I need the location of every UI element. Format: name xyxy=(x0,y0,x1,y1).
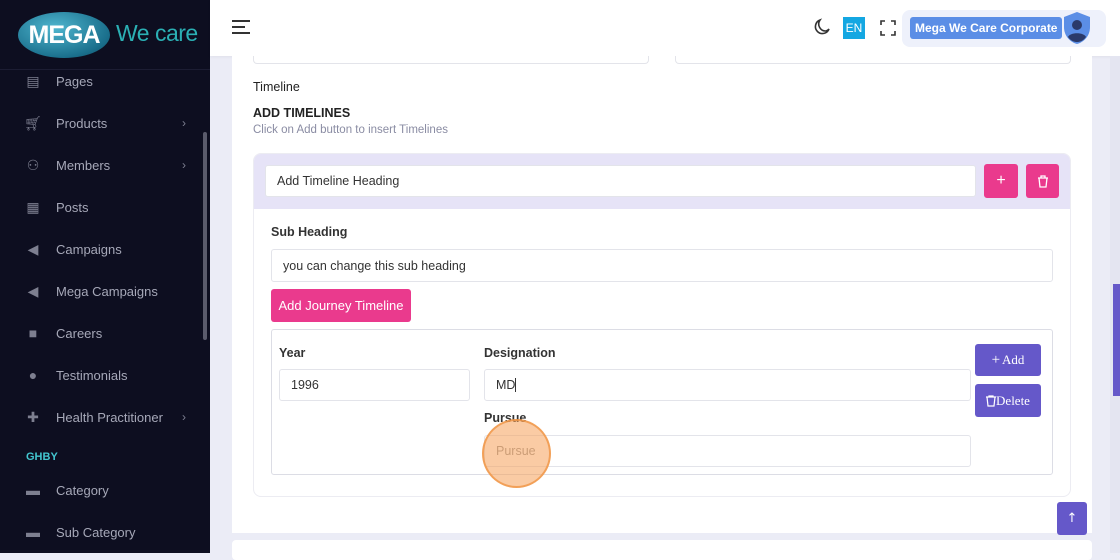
designation-value: MD xyxy=(496,378,516,392)
logo-text: We care xyxy=(116,20,198,46)
prev-field-left xyxy=(253,56,649,64)
sidebar-item-label: Testimonials xyxy=(56,367,128,383)
chevron-right-icon: › xyxy=(182,116,186,130)
journey-entry-box xyxy=(271,329,1053,475)
briefcase-icon: ■ xyxy=(28,325,38,341)
sidebar-item-label: Careers xyxy=(56,325,103,341)
sidebar-scrollbar[interactable] xyxy=(203,132,207,340)
click-indicator xyxy=(482,419,551,488)
sidebar-item-label: Members xyxy=(56,157,111,173)
delete-entry-button[interactable]: Delete xyxy=(975,384,1041,417)
cart-icon: 🛒︎ xyxy=(24,115,42,131)
language-button[interactable]: EN xyxy=(843,17,865,39)
designation-input[interactable]: MD xyxy=(484,369,971,401)
page-title: ADD TIMELINES xyxy=(253,106,351,120)
add-timeline-button[interactable]: + xyxy=(984,164,1018,198)
next-card xyxy=(232,540,1092,560)
sidebar-item-label: Category xyxy=(56,482,109,498)
page-scrollbar-thumb[interactable] xyxy=(1113,284,1120,396)
sidebar-item-members[interactable]: ⚇ Members › xyxy=(0,150,200,180)
sidebar-item-label: Sub Category xyxy=(56,524,136,540)
designation-label: Designation xyxy=(484,346,556,360)
sub-heading-label: Sub Heading xyxy=(271,225,348,239)
dark-mode-moon-icon[interactable] xyxy=(812,17,832,37)
sidebar-item-testimonials[interactable]: ● Testimonials xyxy=(0,360,200,390)
year-input[interactable]: 1996 xyxy=(279,369,470,401)
sidebar-item-label: Posts xyxy=(56,199,89,215)
sidebar-section-ghby: GHBY xyxy=(26,451,58,463)
layout-icon: ▤ xyxy=(26,73,40,89)
sidebar-item-sub-category[interactable]: ▬ Sub Category xyxy=(0,517,200,547)
user-shield-avatar-icon[interactable] xyxy=(1063,11,1091,50)
list-icon: ▬ xyxy=(26,482,40,498)
hint-text: Click on Add button to insert Timelines xyxy=(253,124,448,136)
sidebar: MEGA We care ▤ Pages 🛒︎ Products › ⚇ Members › ▦… xyxy=(0,0,210,553)
pursue-input[interactable]: Pursue xyxy=(484,435,971,467)
newspaper-icon: ▦ xyxy=(26,199,40,215)
users-icon: ⚇ xyxy=(26,157,40,173)
delete-timeline-button[interactable] xyxy=(1026,164,1059,198)
sidebar-item-mega-campaigns[interactable]: ◀ Mega Campaigns xyxy=(0,276,200,306)
sidebar-item-category[interactable]: ▬ Category xyxy=(0,475,200,505)
add-journey-timeline-button[interactable]: Add Journey Timeline xyxy=(271,289,411,322)
user-name-badge: Mega We Care Corporate xyxy=(910,17,1063,39)
fullscreen-icon[interactable] xyxy=(880,20,896,36)
sidebar-item-careers[interactable]: ■ Careers xyxy=(0,318,200,348)
year-label: Year xyxy=(279,346,306,360)
sidebar-item-label: Health Practitioner xyxy=(56,409,163,425)
megaphone-icon: ◀ xyxy=(27,283,39,299)
menu-toggle-icon[interactable] xyxy=(232,20,250,34)
sidebar-item-products[interactable]: 🛒︎ Products › xyxy=(0,108,200,138)
sidebar-item-label: Pages xyxy=(56,73,93,89)
timeline-heading-input[interactable]: Add Timeline Heading xyxy=(265,165,976,197)
chevron-right-icon: › xyxy=(182,410,186,424)
sidebar-item-posts[interactable]: ▦ Posts xyxy=(0,192,200,222)
sidebar-item-health-practitioner[interactable]: ✚ Health Practitioner › xyxy=(0,402,200,432)
add-label: Add xyxy=(1002,352,1025,367)
sidebar-item-campaigns[interactable]: ◀ Campaigns xyxy=(0,234,200,264)
trash-icon xyxy=(986,394,997,407)
delete-label: Delete xyxy=(996,392,1030,408)
megaphone-icon: ◀ xyxy=(27,241,39,257)
add-entry-button[interactable]: + Add xyxy=(975,344,1041,376)
prev-field-right xyxy=(675,56,1071,64)
trash-icon xyxy=(1037,174,1048,188)
sidebar-item-label: Campaigns xyxy=(56,241,122,257)
chevron-right-icon: › xyxy=(182,158,186,172)
top-header: EN Mega We Care Corporate xyxy=(210,0,1120,56)
scroll-to-top-button[interactable]: ↑ xyxy=(1057,502,1087,535)
chat-icon: ● xyxy=(28,367,38,383)
sub-heading-input[interactable]: you can change this sub heading xyxy=(271,249,1053,282)
divider xyxy=(0,69,210,70)
sidebar-item-label: Mega Campaigns xyxy=(56,283,158,299)
sidebar-item-label: Products xyxy=(56,115,108,131)
sidebar-item-pages[interactable]: ▤ Pages xyxy=(0,66,200,96)
list-icon: ▬ xyxy=(26,524,40,540)
section-label: Timeline xyxy=(253,80,300,94)
medkit-icon: ✚ xyxy=(27,409,39,425)
logo[interactable]: MEGA xyxy=(18,12,110,58)
